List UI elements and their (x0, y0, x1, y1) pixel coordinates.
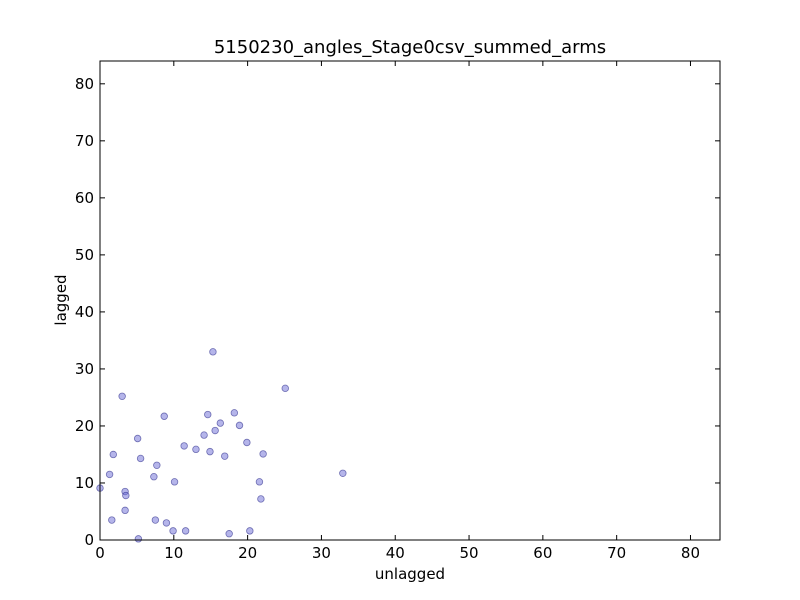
data-point (122, 491, 130, 500)
data-point (170, 478, 179, 486)
data-point (206, 447, 214, 456)
data-point (192, 445, 200, 454)
x-tick-label: 70 (607, 544, 626, 562)
data-point (235, 421, 244, 430)
y-axis: 0 10 20 30 40 50 60 70 80 (75, 75, 720, 549)
data-point (204, 410, 212, 419)
data-point (211, 426, 219, 435)
x-tick-label: 40 (386, 544, 405, 562)
data-point (339, 469, 347, 477)
data-point (221, 452, 229, 460)
data-point (257, 495, 265, 503)
data-point (153, 461, 161, 469)
data-point (105, 470, 114, 479)
data-point (243, 438, 251, 447)
y-tick-label: 30 (75, 360, 94, 378)
data-point (121, 506, 129, 515)
plot-area-frame (99, 60, 721, 541)
x-tick-label: 80 (681, 544, 700, 562)
data-point (180, 442, 188, 450)
x-axis: 0 10 20 30 40 50 60 70 80 (95, 61, 700, 562)
data-point (133, 434, 142, 443)
x-tick-label: 20 (238, 544, 257, 562)
data-point (230, 409, 239, 417)
y-tick-label: 40 (75, 303, 94, 321)
y-tick-label: 70 (75, 132, 94, 150)
y-axis-label: lagged (52, 274, 70, 325)
data-point (216, 419, 225, 427)
data-point (259, 450, 267, 458)
data-point (109, 450, 117, 459)
y-tick-label: 60 (75, 189, 94, 207)
data-point (108, 516, 116, 524)
data-point (209, 348, 217, 356)
data-point (134, 535, 143, 543)
x-tick-label: 0 (95, 544, 105, 562)
y-tick-label: 80 (75, 75, 94, 93)
data-point (255, 478, 264, 486)
x-tick-label: 50 (460, 544, 479, 562)
data-point (169, 527, 177, 535)
data-point (136, 454, 145, 463)
x-axis-label: unlagged (375, 565, 445, 583)
y-tick-label: 0 (84, 531, 94, 549)
y-tick-label: 50 (75, 246, 94, 264)
data-point (160, 412, 168, 420)
data-point (200, 431, 208, 439)
data-point (118, 392, 126, 400)
data-point (162, 519, 171, 527)
y-tick-label: 20 (75, 417, 94, 435)
data-point (150, 473, 158, 481)
data-point (181, 527, 190, 535)
x-tick-label: 30 (312, 544, 331, 562)
chart-title: 5150230_angles_Stage0csv_summed_arms (214, 37, 606, 58)
data-point (281, 384, 289, 393)
data-point (151, 516, 160, 524)
points-layer (96, 348, 347, 543)
x-tick-label: 10 (164, 544, 183, 562)
y-tick-label: 10 (75, 474, 94, 492)
x-tick-label: 60 (533, 544, 552, 562)
data-point (225, 530, 233, 538)
data-point (246, 527, 254, 535)
